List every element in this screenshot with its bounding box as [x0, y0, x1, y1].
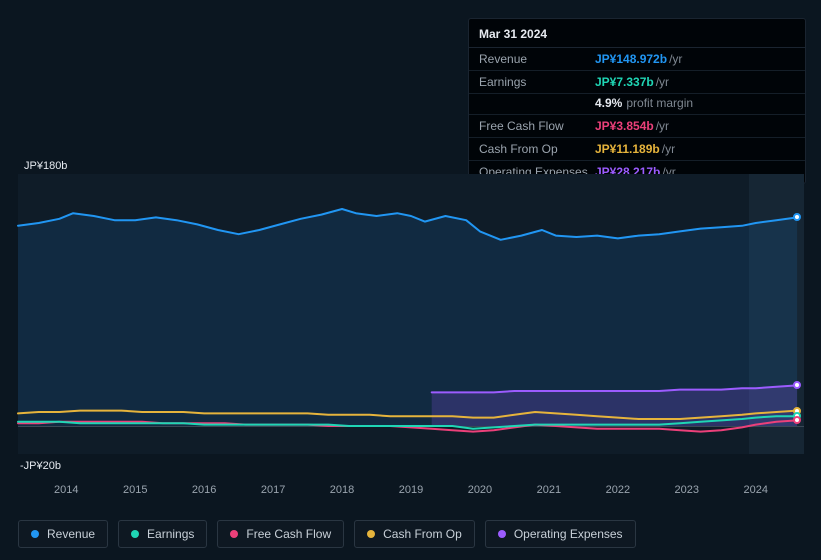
tooltip-row-unit: /yr: [656, 75, 669, 89]
tooltip-row: Cash From OpJP¥11.189b /yr: [469, 138, 805, 161]
x-tick-label: 2020: [468, 484, 492, 496]
legend-label: Operating Expenses: [514, 527, 623, 541]
y-tick-label-neg: -JP¥20b: [20, 460, 61, 472]
tooltip-row-label: Earnings: [479, 75, 595, 89]
x-tick-label: 2021: [537, 484, 561, 496]
tooltip-row-value: JP¥3.854b: [595, 119, 654, 133]
tooltip-row-unit: /yr: [669, 52, 682, 66]
chart-area[interactable]: [18, 174, 804, 454]
legend-item-earnings[interactable]: Earnings: [118, 520, 207, 548]
tooltip-row-label: Cash From Op: [479, 142, 595, 156]
x-tick-label: 2017: [261, 484, 285, 496]
x-tick-label: 2024: [743, 484, 767, 496]
x-tick-label: 2023: [675, 484, 699, 496]
legend-label: Cash From Op: [383, 527, 462, 541]
x-tick-label: 2018: [330, 484, 354, 496]
x-tick-label: 2019: [399, 484, 423, 496]
tooltip-subrow: 4.9% profit margin: [469, 94, 805, 115]
tooltip-row-unit: /yr: [662, 142, 675, 156]
legend: Revenue Earnings Free Cash Flow Cash From O…: [18, 520, 636, 548]
x-tick-label: 2015: [123, 484, 147, 496]
tooltip-row-label: Free Cash Flow: [479, 119, 595, 133]
tooltip-row-value: JP¥7.337b: [595, 75, 654, 89]
legend-item-cash_from_op[interactable]: Cash From Op: [354, 520, 475, 548]
legend-label: Free Cash Flow: [246, 527, 331, 541]
legend-item-revenue[interactable]: Revenue: [18, 520, 108, 548]
y-tick-label-top: JP¥180b: [24, 160, 67, 172]
x-tick-label: 2022: [606, 484, 630, 496]
series-marker-operating_expenses: [793, 381, 801, 389]
tooltip-subrow-value: 4.9%: [595, 96, 622, 110]
legend-label: Revenue: [47, 527, 95, 541]
legend-swatch: [31, 530, 39, 538]
tooltip-row: Free Cash FlowJP¥3.854b /yr: [469, 115, 805, 138]
x-tick-label: 2014: [54, 484, 78, 496]
legend-swatch: [498, 530, 506, 538]
tooltip-row-label: Revenue: [479, 52, 595, 66]
x-tick-label: 2016: [192, 484, 216, 496]
tooltip-row-value: JP¥148.972b: [595, 52, 667, 66]
legend-swatch: [367, 530, 375, 538]
tooltip-date: Mar 31 2024: [469, 19, 805, 48]
tooltip-row: EarningsJP¥7.337b /yr: [469, 71, 805, 94]
legend-swatch: [230, 530, 238, 538]
legend-label: Earnings: [147, 527, 194, 541]
tooltip-row-unit: /yr: [656, 119, 669, 133]
series-marker-revenue: [793, 213, 801, 221]
legend-swatch: [131, 530, 139, 538]
chart-svg: [18, 174, 804, 454]
tooltip-row-value: JP¥11.189b: [595, 142, 660, 156]
legend-item-free_cash_flow[interactable]: Free Cash Flow: [217, 520, 344, 548]
tooltip-panel: Mar 31 2024 RevenueJP¥148.972b /yrEarnin…: [468, 18, 806, 184]
tooltip-subrow-label: profit margin: [626, 96, 693, 110]
tooltip-row: RevenueJP¥148.972b /yr: [469, 48, 805, 71]
legend-item-operating_expenses[interactable]: Operating Expenses: [485, 520, 636, 548]
x-axis: 2014 2015 2016 2017 2018 2019 2020 2021 2022 2023…: [18, 484, 804, 502]
series-marker-free_cash_flow: [793, 416, 801, 424]
